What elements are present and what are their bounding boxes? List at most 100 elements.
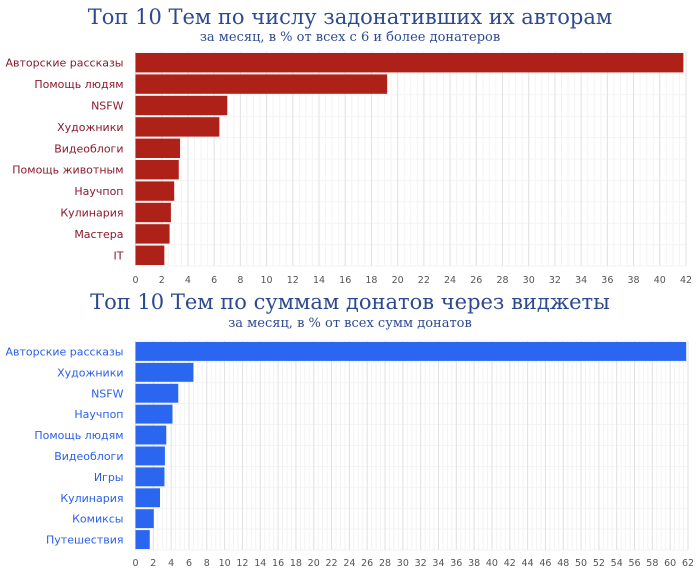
x-tick-label: 58: [646, 558, 658, 569]
x-tick-label: 48: [557, 558, 569, 569]
bar: [135, 138, 181, 158]
bar: [135, 467, 165, 487]
bar: [135, 425, 167, 445]
chart-1-title: Топ 10 Тем по числу задонативших их авто…: [88, 5, 612, 29]
category-label: Помощь людям: [34, 429, 123, 442]
x-tick-label: 20: [392, 275, 404, 286]
category-label: Игры: [94, 471, 124, 484]
category-label: Авторские рассказы: [6, 57, 124, 70]
bar: [135, 245, 165, 265]
x-tick-label: 26: [470, 275, 482, 286]
x-tick-label: 30: [523, 275, 535, 286]
x-tick-label: 32: [549, 275, 561, 286]
x-tick-label: 18: [365, 275, 377, 286]
x-tick-label: 12: [287, 275, 299, 286]
bar: [135, 53, 684, 73]
x-tick-label: 18: [290, 558, 302, 569]
x-tick-label: 10: [219, 558, 231, 569]
x-tick-label: 60: [664, 558, 676, 569]
x-tick-label: 36: [601, 275, 613, 286]
x-tick-label: 54: [611, 558, 623, 569]
category-label: Художники: [57, 121, 123, 134]
category-label: Авторские рассказы: [6, 345, 124, 358]
x-tick-label: 22: [326, 558, 338, 569]
x-tick-label: 20: [308, 558, 320, 569]
x-tick-label: 24: [444, 275, 456, 286]
bar: [135, 509, 154, 529]
category-label: Научпоп: [74, 185, 123, 198]
chart-2-plot: 0 2 4 6 8 10 12 14 16 18 20 22 24 26 28 30 32 34 36 38 40 42 4…: [6, 340, 694, 569]
x-tick-label: 40: [486, 558, 498, 569]
x-tick-label: 4: [168, 558, 174, 569]
x-tick-label: 22: [418, 275, 430, 286]
category-label: Комиксы: [72, 513, 123, 526]
x-tick-label: 6: [186, 558, 192, 569]
category-label: Видеоблоги: [54, 142, 123, 155]
category-label: Помощь людям: [34, 78, 123, 91]
x-tick-label: 50: [575, 558, 587, 569]
x-tick-label: 16: [272, 558, 284, 569]
x-tick-label: 14: [313, 275, 325, 286]
x-tick-label: 4: [185, 275, 191, 286]
bar: [135, 362, 194, 382]
x-tick-label: 8: [237, 275, 243, 286]
x-tick-label: 34: [575, 275, 587, 286]
bar: [135, 181, 175, 201]
x-tick-label: 30: [397, 558, 409, 569]
bar: [135, 404, 173, 424]
category-label: Научпоп: [74, 408, 123, 421]
category-label: NSFW: [91, 100, 124, 113]
x-tick-label: 62: [682, 558, 694, 569]
category-label: NSFW: [91, 387, 124, 400]
x-tick-label: 34: [432, 558, 444, 569]
x-tick-label: 2: [159, 275, 165, 286]
chart-2-subtitle: за месяц, в % от всех сумм донатов: [228, 316, 472, 331]
category-label: IT: [114, 249, 124, 262]
bar: [135, 446, 165, 466]
x-tick-label: 28: [496, 275, 508, 286]
x-tick-label: 36: [450, 558, 462, 569]
bar: [135, 160, 179, 180]
x-tick-label: 44: [522, 558, 534, 569]
bar: [135, 74, 388, 94]
chart-1-subtitle: за месяц, в % от всех с 6 и более донате…: [200, 30, 500, 45]
x-tick-label: 52: [593, 558, 605, 569]
bar: [135, 342, 687, 361]
category-label: Помощь животным: [12, 164, 123, 177]
category-label: Видеоблоги: [54, 450, 123, 463]
x-tick-label: 26: [361, 558, 373, 569]
x-tick-label: 28: [379, 558, 391, 569]
x-tick-label: 10: [261, 275, 273, 286]
category-label: Художники: [57, 366, 123, 379]
bar: [135, 488, 161, 508]
x-tick-label: 38: [468, 558, 480, 569]
x-tick-label: 12: [236, 558, 248, 569]
x-tick-label: 38: [628, 275, 640, 286]
x-tick-label: 0: [132, 558, 138, 569]
x-tick-label: 46: [539, 558, 551, 569]
x-tick-label: 0: [132, 275, 138, 286]
chart-2-title: Топ 10 Тем по суммам донатов через видже…: [90, 290, 610, 314]
bar: [135, 202, 171, 223]
x-tick-label: 40: [654, 275, 666, 286]
bar: [135, 95, 228, 116]
x-tick-label: 16: [339, 275, 351, 286]
category-label: Кулинария: [60, 492, 123, 505]
bar: [135, 383, 179, 403]
x-tick-label: 42: [680, 275, 692, 286]
x-tick-label: 6: [211, 275, 217, 286]
category-label: Кулинария: [60, 207, 123, 220]
category-label: Мастера: [74, 228, 123, 241]
x-tick-label: 14: [254, 558, 266, 569]
bar: [135, 117, 220, 137]
chart-1-plot: 0 2 4 6 8 10 12 14 16 18 20 22 24 26 28 30 32 34 36 38 40 42А…: [6, 51, 692, 286]
x-tick-label: 2: [150, 558, 156, 569]
x-tick-label: 42: [504, 558, 516, 569]
bar: [135, 530, 150, 549]
bar: [135, 224, 170, 244]
x-tick-label: 56: [628, 558, 640, 569]
x-tick-label: 8: [204, 558, 210, 569]
category-label: Путешествия: [46, 534, 124, 547]
x-tick-label: 32: [415, 558, 427, 569]
